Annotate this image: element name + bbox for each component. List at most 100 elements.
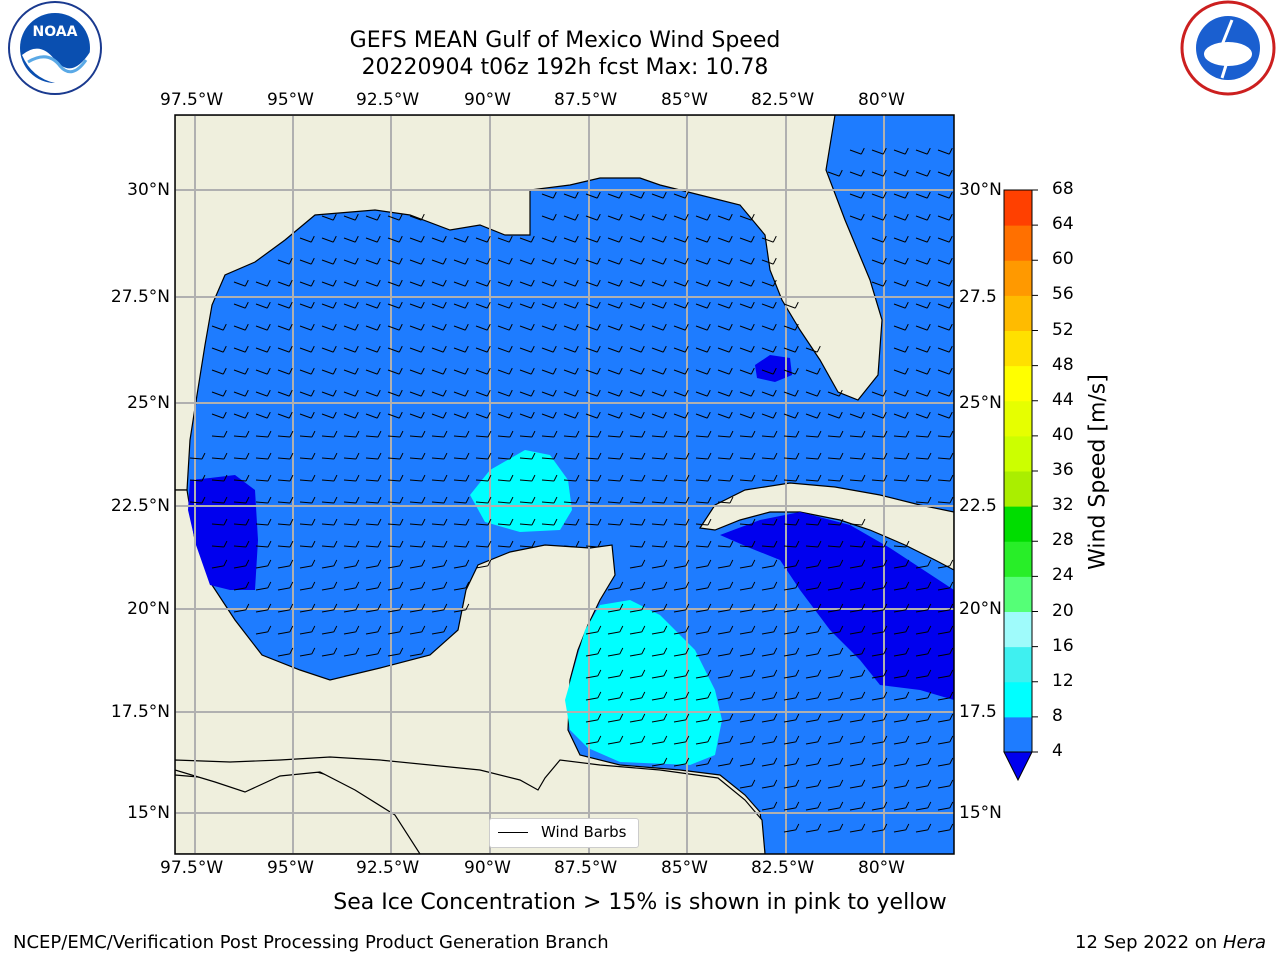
wind-barb-flag xyxy=(948,301,953,309)
wind-barb-flag xyxy=(948,367,953,375)
wind-barb xyxy=(277,413,290,419)
wind-barb xyxy=(849,807,862,811)
wind-barb xyxy=(651,565,664,569)
wind-barb-flag xyxy=(927,691,932,699)
wind-barb xyxy=(651,545,664,548)
wind-barb xyxy=(277,391,290,397)
wind-barb-flag xyxy=(443,625,448,633)
wind-barb xyxy=(233,565,246,569)
wind-barb xyxy=(783,785,796,789)
wind-barb-flag xyxy=(883,779,888,787)
wind-barb xyxy=(915,171,928,177)
wind-barb xyxy=(255,565,268,569)
wind-barb-flag xyxy=(949,713,954,721)
wind-barb xyxy=(629,719,642,723)
wind-barb xyxy=(519,413,532,419)
wind-barb-flag xyxy=(487,496,492,504)
wind-barb-flag xyxy=(905,430,910,438)
wind-barb-flag xyxy=(772,257,777,265)
wind-barb-flag xyxy=(266,279,271,287)
wind-barb-flag xyxy=(662,367,667,375)
wind-barb-flag xyxy=(773,559,778,567)
wind-barb xyxy=(585,741,598,745)
wind-barb-flag xyxy=(706,235,711,243)
wind-barb-flag xyxy=(399,581,404,589)
wind-barb xyxy=(431,631,444,635)
wind-barb-flag xyxy=(794,411,799,419)
wind-barb xyxy=(673,675,686,679)
wind-barb-flag xyxy=(685,669,690,677)
wind-barb-flag xyxy=(420,323,425,331)
wind-barb-flag xyxy=(311,581,316,589)
wind-barb-flag xyxy=(465,559,470,567)
wind-barb xyxy=(695,653,708,657)
wind-barb-flag xyxy=(904,235,909,243)
wind-barb-flag xyxy=(662,235,667,243)
wind-barb xyxy=(871,413,884,419)
wind-barb-flag xyxy=(861,625,866,633)
wind-barb-flag xyxy=(926,169,931,177)
wind-barb xyxy=(783,523,796,526)
sea-ice-note: Sea Ice Concentration > 15% is shown in … xyxy=(333,890,947,915)
wind-barb-flag xyxy=(333,430,338,438)
wind-barb xyxy=(453,609,466,613)
wind-barb-flag xyxy=(618,213,623,221)
wind-barb-flag xyxy=(751,540,756,548)
wind-barb-flag xyxy=(817,452,822,460)
wind-barb-flag xyxy=(751,757,756,765)
wind-barb-flag xyxy=(289,559,294,567)
wind-barb xyxy=(915,413,928,419)
wind-barb xyxy=(629,653,642,657)
wind-barb xyxy=(255,545,268,548)
wind-barb xyxy=(211,435,224,438)
wind-barb xyxy=(519,457,532,460)
wind-barb-flag xyxy=(596,323,601,331)
wind-barb-flag xyxy=(751,669,756,677)
wind-barb-flag xyxy=(332,301,337,309)
wind-barb-flag xyxy=(839,823,844,831)
wind-barb-flag xyxy=(838,169,843,177)
colorbar-segment xyxy=(1004,471,1032,507)
wind-barb-flag xyxy=(707,691,712,699)
wind-barb-flag xyxy=(905,801,910,809)
wind-barb xyxy=(871,281,884,287)
wind-barb xyxy=(343,545,356,548)
wind-barb xyxy=(607,587,620,591)
wind-barb-flag xyxy=(619,669,624,677)
wind-barb-flag xyxy=(662,301,667,309)
wind-barb xyxy=(299,413,312,419)
colorbar-segment xyxy=(1004,190,1032,226)
wind-barb-flag xyxy=(949,581,954,589)
wind-barb xyxy=(893,697,906,701)
wind-barb xyxy=(695,347,708,353)
wind-barb-flag xyxy=(530,301,535,309)
wind-barb-flag xyxy=(707,540,712,548)
wind-barb-flag xyxy=(575,496,580,504)
wind-barb-flag xyxy=(882,389,887,397)
wind-barb-flag xyxy=(707,496,712,504)
wind-barb-flag xyxy=(354,367,359,375)
wind-barb xyxy=(915,281,928,287)
lon-label-top: 80°W xyxy=(858,90,905,110)
wind-barb xyxy=(541,435,554,438)
wind-barb-flag xyxy=(399,540,404,548)
wind-barb xyxy=(805,719,818,723)
wind-barb-flag xyxy=(355,518,360,526)
wind-barb-flag xyxy=(509,518,514,526)
wind-barb xyxy=(805,565,818,569)
wind-barb-flag xyxy=(663,559,668,567)
wind-barb xyxy=(783,435,796,438)
wind-barb xyxy=(585,523,598,526)
wind-barb-flag xyxy=(707,452,712,460)
wind-barb xyxy=(651,631,664,635)
wind-barb xyxy=(299,325,312,331)
wind-barb xyxy=(717,457,730,460)
wind-barb-flag xyxy=(376,345,381,353)
wind-barb-flag xyxy=(816,389,821,397)
wind-barb-flag xyxy=(531,452,536,460)
wind-barb-flag xyxy=(751,691,756,699)
wind-barb-flag xyxy=(289,540,294,548)
wind-barb-flag xyxy=(464,279,469,287)
wind-barb-flag xyxy=(839,474,844,482)
wind-barb xyxy=(849,741,862,745)
